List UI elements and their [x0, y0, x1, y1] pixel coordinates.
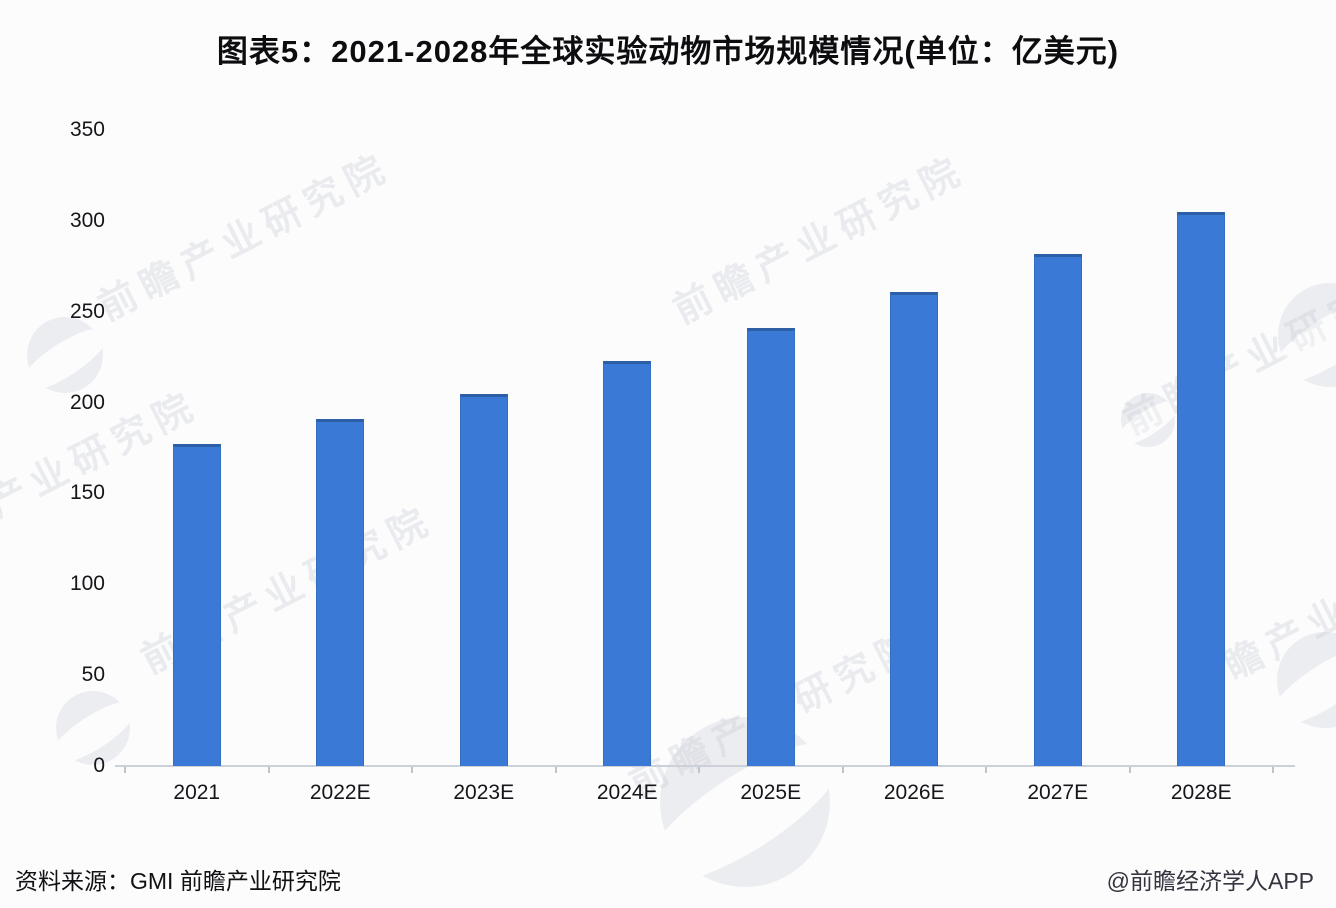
- credit-note: @前瞻经济学人APP: [1106, 868, 1314, 894]
- y-axis-label: 50: [81, 663, 105, 687]
- x-axis-tick: [124, 767, 126, 773]
- x-axis-label: 2028E: [1170, 781, 1232, 804]
- y-axis-label: 150: [69, 481, 105, 505]
- x-axis-tick: [698, 767, 700, 773]
- chart-title: 图表5：2021-2028年全球实验动物市场规模情况(单位：亿美元): [216, 34, 1120, 69]
- x-axis-tick: [1272, 767, 1274, 773]
- y-axis-label: 300: [69, 208, 105, 232]
- bar-2024E: [603, 360, 652, 766]
- bar-2028E: [1177, 211, 1226, 766]
- x-axis-line: [115, 765, 1295, 767]
- bar-2025E: [746, 328, 795, 766]
- bar-2023E: [459, 393, 508, 766]
- x-axis-tick: [411, 767, 413, 773]
- y-axis-label: 200: [69, 390, 105, 414]
- y-axis-label: 350: [69, 118, 105, 141]
- x-axis-label: 2027E: [1027, 781, 1089, 804]
- bar-2022E: [316, 418, 365, 766]
- x-axis-tick: [1128, 767, 1131, 773]
- y-axis-label: 100: [69, 572, 105, 596]
- x-axis-tick: [985, 767, 987, 773]
- x-axis-tick: [841, 767, 844, 773]
- x-axis-label: 2021: [173, 781, 221, 804]
- bar-2027E: [1033, 253, 1082, 766]
- x-axis-tick: [554, 767, 557, 773]
- y-axis-label: 0: [93, 754, 105, 777]
- y-axis-label: 250: [69, 299, 105, 323]
- source-note: 资料来源：GMI 前瞻产业研究院: [15, 868, 341, 894]
- x-axis-label: 2022E: [309, 781, 371, 804]
- x-axis-label: 2025E: [740, 781, 802, 804]
- x-axis-tick: [267, 767, 270, 773]
- bar-2026E: [890, 291, 939, 766]
- x-axis-label: 2024E: [596, 781, 658, 804]
- x-axis-label: 2026E: [883, 781, 945, 804]
- bar-2021: [172, 444, 221, 766]
- x-axis-label: 2023E: [453, 781, 515, 804]
